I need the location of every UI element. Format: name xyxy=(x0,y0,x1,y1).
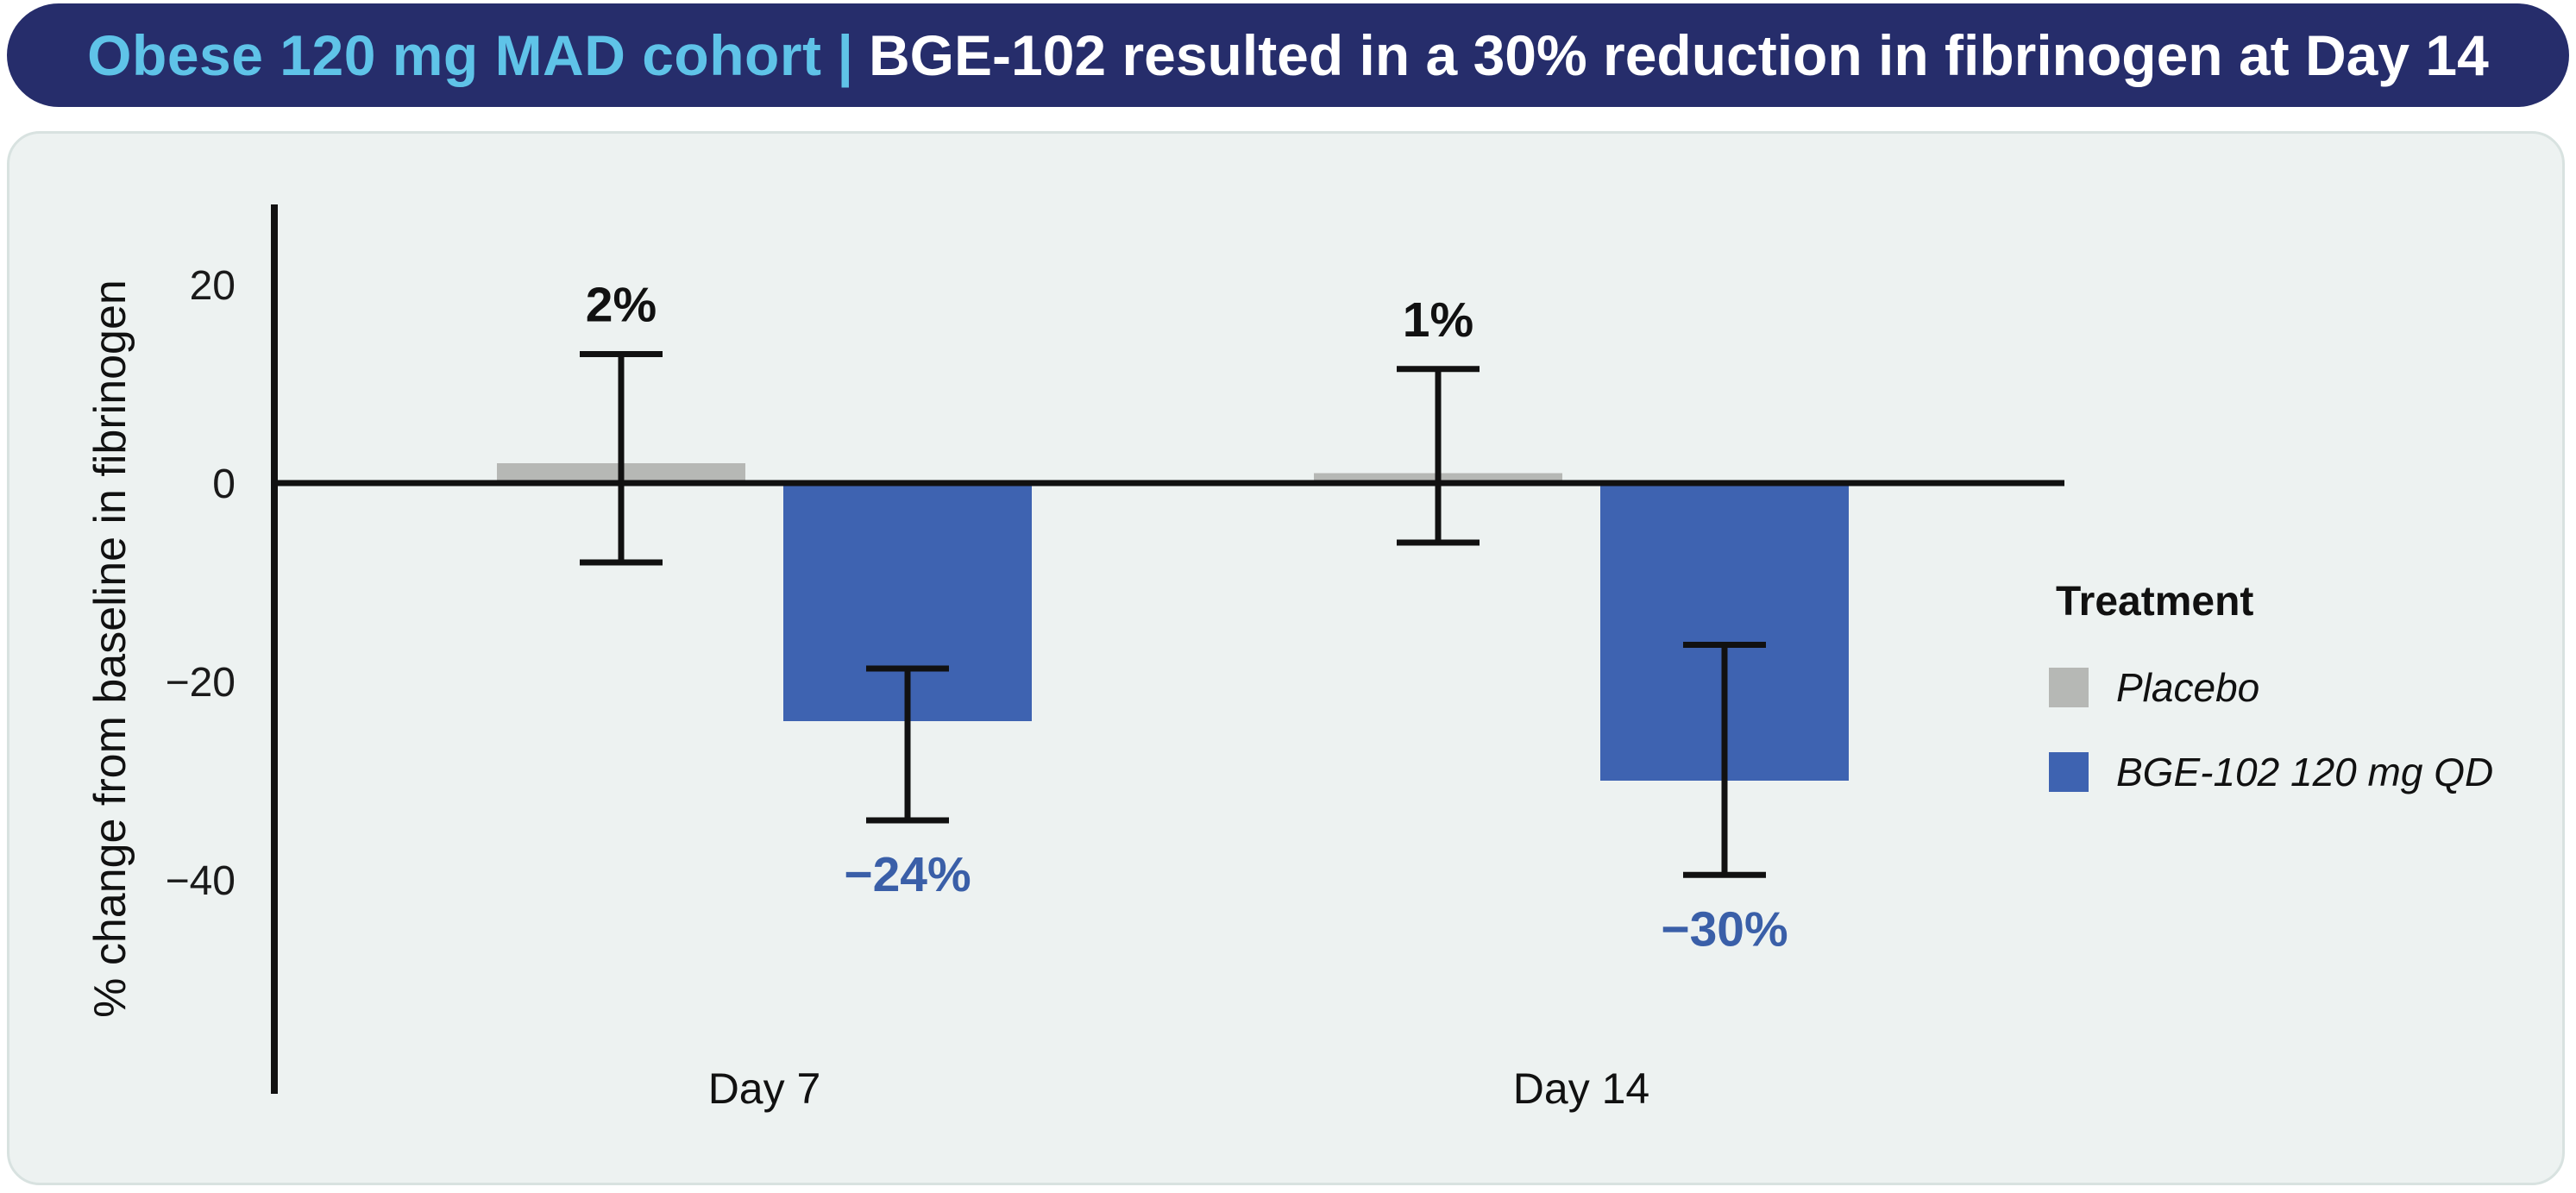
chart-panel xyxy=(7,131,2565,1185)
bar-value-label: 2% xyxy=(586,278,657,333)
banner-headline: BGE-102 resulted in a 30% reduction in f… xyxy=(869,23,2489,87)
y-tick-label: −40 xyxy=(166,858,236,904)
bge102-swatch-icon xyxy=(2049,752,2089,792)
legend-title: Treatment xyxy=(2056,579,2254,625)
title-banner: Obese 120 mg MAD cohort | BGE-102 result… xyxy=(7,3,2569,107)
legend-item-bge102: BGE-102 120 mg QD xyxy=(2049,749,2493,795)
bar-value-label: −24% xyxy=(844,847,971,902)
chart-legend: Treatment Placebo BGE-102 120 mg QD xyxy=(2049,578,2493,795)
bar-value-label: −30% xyxy=(1661,901,1787,957)
banner-separator: | xyxy=(837,23,853,87)
legend-label-bge102: BGE-102 120 mg QD xyxy=(2116,750,2494,794)
placebo-swatch-icon xyxy=(2049,668,2089,707)
banner-cohort-label: Obese 120 mg MAD cohort xyxy=(87,23,822,87)
x-axis-label: Day 7 xyxy=(708,1064,821,1113)
x-axis-label: Day 14 xyxy=(1513,1064,1649,1113)
y-axis-title: % change from baseline in fibrinogen xyxy=(85,279,135,1018)
y-tick-label: 0 xyxy=(212,462,236,507)
y-tick-label: 20 xyxy=(190,263,236,309)
bar-value-label: 1% xyxy=(1403,292,1473,348)
y-tick-label: −20 xyxy=(166,660,236,706)
legend-item-placebo: Placebo xyxy=(2049,664,2493,711)
legend-label-placebo: Placebo xyxy=(2116,665,2260,710)
